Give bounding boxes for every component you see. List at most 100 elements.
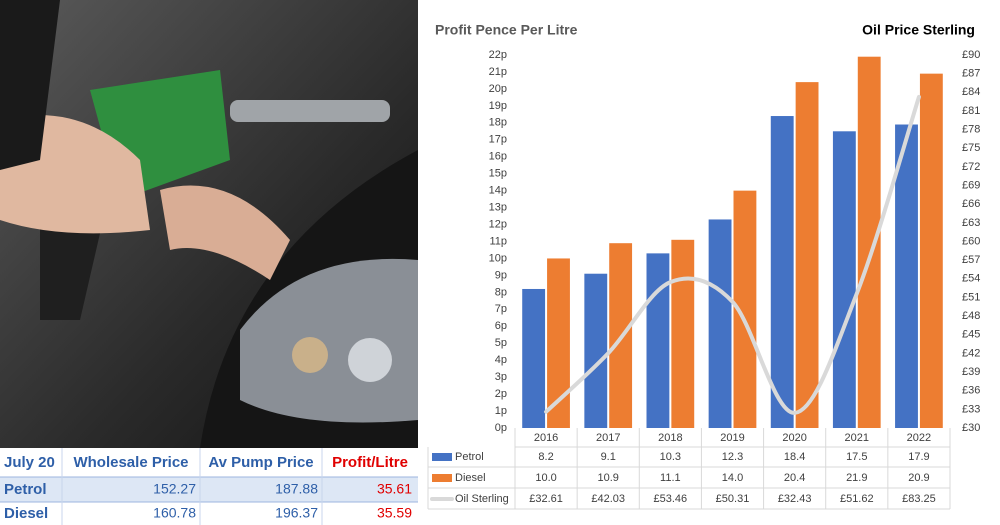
y-tick-label: 8p <box>495 286 507 298</box>
x-tick-label: 2018 <box>658 432 682 444</box>
legend-label: Petrol <box>455 451 484 463</box>
y2-tick-label: £60 <box>962 235 980 247</box>
y-tick-label: 19p <box>489 100 507 112</box>
row-label: Petrol <box>4 481 47 498</box>
table-header: Wholesale Price <box>73 454 188 471</box>
y-tick-label: 15p <box>489 168 507 180</box>
y2-tick-label: £66 <box>962 198 980 210</box>
x-tick-label: 2020 <box>782 432 806 444</box>
data-table-value: 20.9 <box>908 472 929 484</box>
bar <box>522 288 546 428</box>
y2-tick-label: £69 <box>962 179 980 191</box>
y2-tick-label: £30 <box>962 422 980 434</box>
data-table-value: £83.25 <box>902 493 936 505</box>
y-tick-label: 12p <box>489 218 507 230</box>
data-table-value: 10.0 <box>535 472 556 484</box>
legend-label: Oil Sterling <box>455 493 509 505</box>
y-tick-label: 0p <box>495 422 507 434</box>
y2-tick-label: £51 <box>962 291 980 303</box>
data-table-value: £32.43 <box>778 493 812 505</box>
data-table-value: 17.9 <box>908 451 929 463</box>
y-tick-label: 2p <box>495 388 507 400</box>
y-tick-label: 20p <box>489 83 507 95</box>
data-table-value: 12.3 <box>722 451 743 463</box>
table-cell: 152.27 <box>153 481 196 497</box>
data-table-value: £32.61 <box>529 493 563 505</box>
data-table-value: 14.0 <box>722 472 743 484</box>
y2-tick-label: £48 <box>962 310 980 322</box>
data-table-value: 21.9 <box>846 472 867 484</box>
bar <box>795 82 819 429</box>
y-tick-label: 11p <box>489 235 507 247</box>
table-cell: 196.37 <box>275 505 318 521</box>
table-header: Profit/Litre <box>332 454 408 471</box>
data-table-value: £53.46 <box>654 493 688 505</box>
y2-tick-label: £33 <box>962 403 980 415</box>
y-tick-label: 5p <box>495 337 507 349</box>
y2-tick-label: £36 <box>962 385 980 397</box>
legend-swatch <box>432 453 452 461</box>
legend-label: Diesel <box>455 472 486 484</box>
data-table-value: 10.9 <box>598 472 619 484</box>
y2-tick-label: £54 <box>962 273 980 285</box>
y2-tick-label: £42 <box>962 347 980 359</box>
y2-tick-label: £39 <box>962 366 980 378</box>
legend-swatch <box>432 474 452 482</box>
table-cell: 35.59 <box>377 505 412 521</box>
bar <box>919 73 943 429</box>
line <box>544 94 921 415</box>
row-label: Diesel <box>4 505 48 522</box>
bar <box>708 219 732 428</box>
x-tick-label: 2016 <box>534 432 558 444</box>
bar <box>895 124 918 428</box>
y2-tick-label: £45 <box>962 329 980 341</box>
bar <box>832 131 856 428</box>
y-tick-label: 3p <box>495 371 507 383</box>
data-table-value: 20.4 <box>784 472 805 484</box>
x-tick-label: 2022 <box>907 432 931 444</box>
y-tick-label: 7p <box>495 303 507 315</box>
y-tick-label: 22p <box>489 49 507 61</box>
data-table-value: 18.4 <box>784 451 805 463</box>
data-table-value: 10.3 <box>660 451 681 463</box>
bar <box>584 273 608 428</box>
x-tick-label: 2017 <box>596 432 620 444</box>
data-table-value: 11.1 <box>660 472 681 484</box>
y2-tick-label: £87 <box>962 68 980 80</box>
table-cell: 35.61 <box>377 481 412 497</box>
y-tick-label: 17p <box>489 134 507 146</box>
bar <box>646 253 670 428</box>
y-tick-label: 10p <box>489 252 507 264</box>
y2-tick-label: £63 <box>962 217 980 229</box>
y2-tick-label: £81 <box>962 105 980 117</box>
data-table-value: 17.5 <box>846 451 867 463</box>
y2-tick-label: £84 <box>962 86 980 98</box>
y2-tick-label: £90 <box>962 49 980 61</box>
y-tick-label: 14p <box>489 185 507 197</box>
bar <box>733 190 757 428</box>
y-tick-label: 16p <box>489 151 507 163</box>
photo <box>0 0 418 448</box>
y2-tick-label: £78 <box>962 124 980 136</box>
price-table: July 20 Wholesale Price Av Pump Price Profi… <box>0 448 418 525</box>
table-cell: 187.88 <box>275 481 318 497</box>
y-tick-label: 9p <box>495 269 507 281</box>
y-tick-label: 4p <box>495 354 507 366</box>
chart-title: Profit Pence Per Litre <box>435 22 578 38</box>
table-cell: 160.78 <box>153 505 196 521</box>
y2-tick-label: £72 <box>962 161 980 173</box>
y-tick-label: 18p <box>489 117 507 129</box>
y-tick-label: 21p <box>489 66 507 78</box>
data-table-value: 9.1 <box>601 451 616 463</box>
data-table-value: £51.62 <box>840 493 874 505</box>
bar <box>857 56 881 428</box>
y2-title: Oil Price Sterling <box>862 22 975 38</box>
x-tick-label: 2019 <box>720 432 744 444</box>
y2-tick-label: £75 <box>962 142 980 154</box>
data-table-value: 8.2 <box>538 451 553 463</box>
table-header: July 20 <box>4 454 55 471</box>
y2-tick-label: £57 <box>962 254 980 266</box>
y-tick-label: 6p <box>495 320 507 332</box>
data-table-value: £50.31 <box>716 493 750 505</box>
